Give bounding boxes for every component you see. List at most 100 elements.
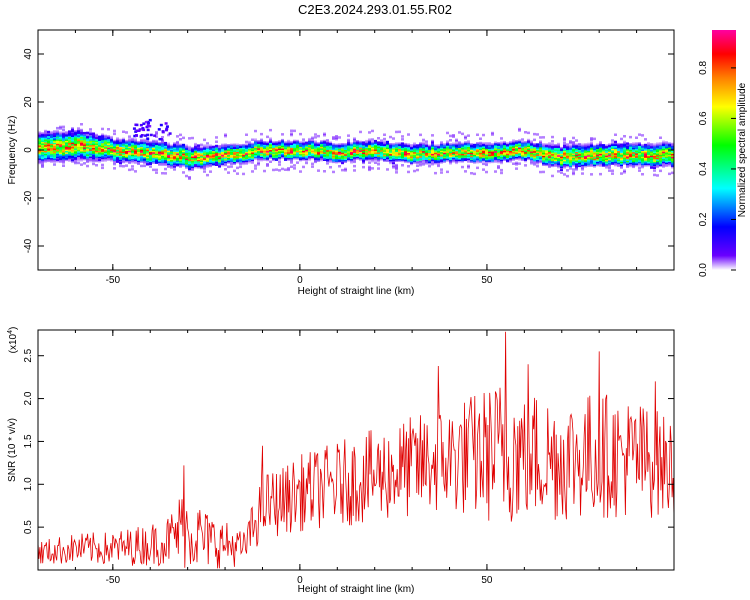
heatmap-cell xyxy=(590,163,593,166)
heatmap-cell xyxy=(104,140,107,143)
heatmap-cell xyxy=(185,154,188,158)
heatmap-cell xyxy=(257,161,260,165)
heatmap-cell xyxy=(359,146,362,150)
heatmap-cell xyxy=(515,147,518,150)
heatmap-cell xyxy=(254,138,257,141)
heatmap-cell xyxy=(374,154,377,157)
heatmap-cell xyxy=(209,161,212,165)
heatmap-cell xyxy=(413,142,416,145)
heatmap-cell xyxy=(341,151,344,155)
heatmap-cell xyxy=(74,131,77,135)
heatmap-cell xyxy=(548,151,551,154)
heatmap-cell xyxy=(56,148,59,151)
snr-series-line xyxy=(38,331,674,569)
heatmap-cell xyxy=(104,157,107,161)
heatmap-cell xyxy=(260,145,263,149)
heatmap-cell xyxy=(365,141,368,144)
heatmap-cell xyxy=(665,147,668,150)
heatmap-cell xyxy=(311,162,314,166)
heatmap-cell xyxy=(311,141,314,144)
heatmap-cell xyxy=(155,148,158,151)
heatmap-cell xyxy=(347,157,350,160)
snr-ticks: -50 0 500.51.01.52.02.5 xyxy=(23,330,675,586)
heatmap-cell xyxy=(323,132,326,136)
heatmap-cell xyxy=(125,157,128,160)
heatmap-cell xyxy=(383,137,386,141)
heatmap-cell xyxy=(374,145,377,149)
heatmap-cell xyxy=(491,131,494,135)
heatmap-cell xyxy=(230,152,233,155)
heatmap-cell xyxy=(413,154,416,157)
heatmap-cell xyxy=(578,156,581,159)
heatmap-cell xyxy=(134,154,137,157)
heatmap-cell xyxy=(449,160,452,164)
heatmap-cell xyxy=(629,151,632,155)
heatmap-cell xyxy=(143,148,146,152)
heatmap-cell xyxy=(500,171,503,175)
heatmap-cell xyxy=(89,131,92,134)
heatmap-cell xyxy=(98,157,101,160)
heatmap-cell xyxy=(329,143,332,146)
heatmap-cell xyxy=(620,157,623,161)
heatmap-cell xyxy=(590,137,593,140)
heatmap-cell xyxy=(227,165,230,169)
heatmap-cell xyxy=(224,168,227,171)
heatmap-cell xyxy=(269,154,272,158)
heatmap-cell xyxy=(165,125,169,128)
heatmap-cell xyxy=(203,138,206,142)
heatmap-cell xyxy=(626,151,629,154)
heatmap-cell xyxy=(524,148,527,151)
heatmap-cell xyxy=(464,142,467,146)
heatmap-cell xyxy=(422,151,425,155)
heatmap-cell xyxy=(104,153,107,156)
heatmap-cell xyxy=(275,156,278,160)
heatmap-cell xyxy=(515,167,518,170)
heatmap-cell xyxy=(113,142,116,146)
heatmap-cell xyxy=(149,159,152,163)
heatmap-cell xyxy=(623,145,626,148)
heatmap-cell xyxy=(344,143,347,146)
y-tick-label: 0.5 xyxy=(23,520,34,534)
heatmap-cell xyxy=(224,155,227,158)
heatmap-cell xyxy=(626,165,629,168)
heatmap-cell xyxy=(368,141,371,144)
heatmap-cell xyxy=(86,153,89,156)
heatmap-cell xyxy=(140,164,143,168)
heatmap-cell xyxy=(86,136,89,139)
heatmap-cell xyxy=(398,155,401,158)
heatmap-cell xyxy=(143,154,146,157)
heatmap-cell xyxy=(170,150,173,153)
heatmap-cell xyxy=(131,146,134,149)
heatmap-cell xyxy=(110,140,113,143)
heatmap-cell xyxy=(491,149,494,152)
heatmap-cell xyxy=(233,156,236,160)
heatmap-cell xyxy=(608,150,611,154)
heatmap-cell xyxy=(332,144,335,148)
heatmap-cell xyxy=(425,147,428,151)
heatmap-cell xyxy=(59,151,62,155)
heatmap-cell xyxy=(86,141,89,145)
heatmap-cell xyxy=(353,164,356,168)
heatmap-cell xyxy=(161,160,164,163)
heatmap-cell xyxy=(548,155,551,158)
heatmap-cell xyxy=(314,152,317,155)
heatmap-cell xyxy=(191,167,194,170)
heatmap-cell xyxy=(533,160,536,163)
heatmap-cell xyxy=(422,147,425,150)
heatmap-cell xyxy=(602,164,605,167)
heatmap-cell xyxy=(377,154,380,157)
heatmap-cell xyxy=(98,154,101,157)
heatmap-cell xyxy=(206,145,209,148)
colorbar: 0.00.20.40.60.8 Normalized spectral ampl… xyxy=(698,30,748,277)
heatmap-cell xyxy=(227,157,230,160)
heatmap-cell xyxy=(107,151,110,154)
heatmap-cell xyxy=(470,153,473,156)
heatmap-cell xyxy=(524,164,527,167)
heatmap-cell xyxy=(599,141,602,144)
heatmap-cell xyxy=(224,163,227,167)
heatmap-cell xyxy=(314,160,317,164)
heatmap-cell xyxy=(320,144,323,147)
heatmap-cell xyxy=(134,139,137,143)
heatmap-cell xyxy=(515,150,518,153)
heatmap-cell xyxy=(131,150,134,154)
